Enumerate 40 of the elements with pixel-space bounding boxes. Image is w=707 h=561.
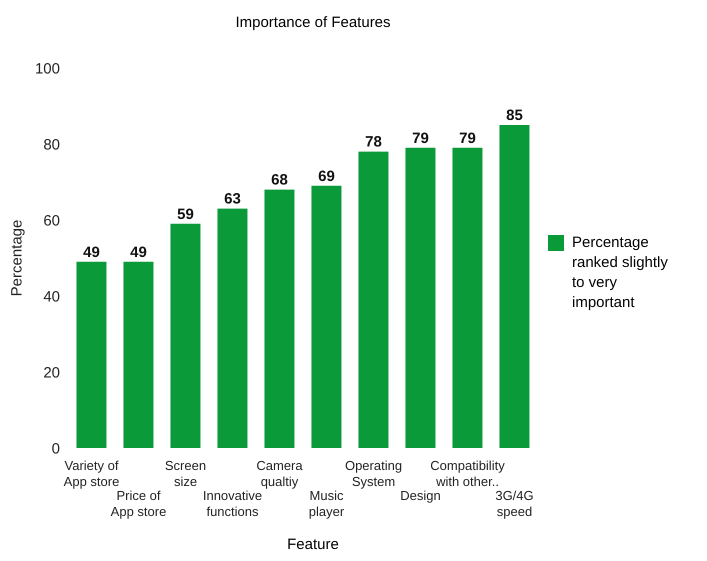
x-tick-label: Variety of App store — [64, 458, 120, 489]
bar — [311, 186, 342, 448]
x-tick-label: Price of App store — [110, 488, 166, 519]
x-tick-label: Camera qualtiy — [256, 458, 304, 489]
data-label: 63 — [224, 190, 241, 208]
data-label: 78 — [365, 134, 382, 151]
x-tick-label: Innovative functions — [202, 488, 262, 519]
data-label: 49 — [130, 244, 147, 261]
bar — [123, 262, 154, 448]
data-label: 49 — [83, 244, 100, 261]
y-tick-label: 100 — [34, 60, 60, 78]
x-axis-title: Feature — [286, 536, 340, 553]
data-label: 85 — [506, 107, 523, 124]
bar — [264, 190, 294, 448]
bar — [358, 152, 388, 448]
x-tick-label: Operating System — [344, 458, 402, 489]
bar — [76, 262, 106, 448]
y-axis-title: Percentage — [8, 220, 26, 296]
bar — [170, 224, 200, 448]
data-label: 79 — [412, 130, 429, 147]
data-label: 79 — [459, 130, 476, 147]
data-label: 59 — [177, 206, 194, 223]
bar — [499, 125, 530, 448]
x-tick-label: Compatibility with other.. — [430, 458, 506, 489]
x-tick-label: 3G/4G speed — [495, 488, 534, 519]
bar — [217, 208, 248, 448]
data-label: 69 — [318, 168, 335, 185]
chart-title: Importance of Features — [234, 14, 392, 31]
x-tick-label: Design — [400, 488, 441, 503]
legend-label: Percentage ranked slightly to very important — [572, 233, 669, 313]
data-label: 68 — [271, 172, 288, 189]
y-tick-label: 80 — [43, 136, 60, 154]
y-tick-label: 60 — [43, 212, 60, 230]
y-tick-label: 20 — [43, 364, 60, 382]
x-tick-label: Screen size — [164, 458, 206, 489]
y-tick-label: 0 — [52, 440, 60, 458]
bar — [452, 148, 482, 448]
bar — [405, 148, 436, 448]
y-tick-label: 40 — [43, 288, 60, 306]
x-tick-label: Music player — [308, 488, 345, 519]
